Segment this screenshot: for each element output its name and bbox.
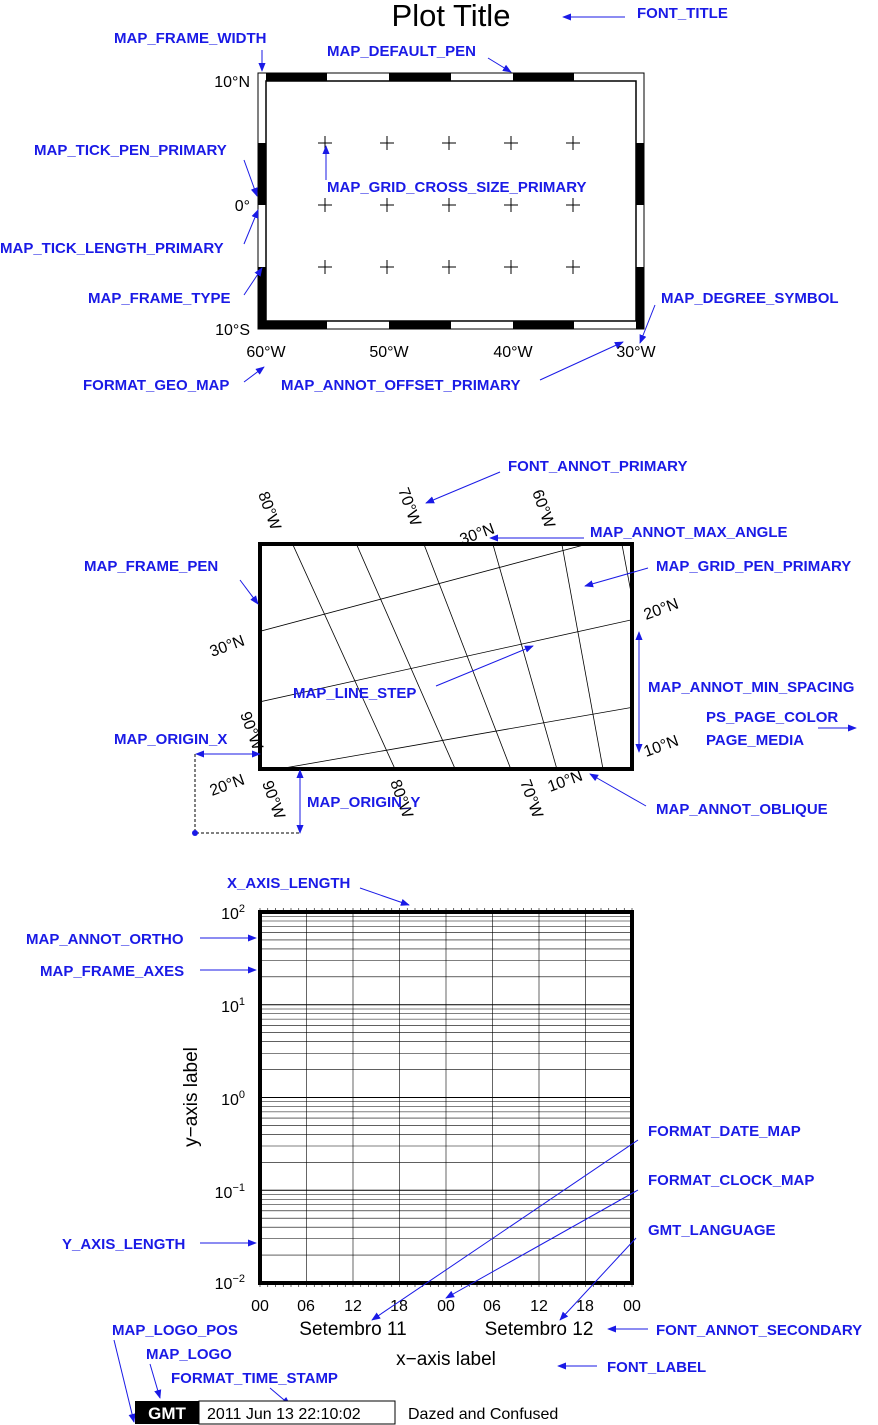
time-tick-label: 00 <box>437 1298 455 1315</box>
tick-label: 80°W <box>254 490 284 534</box>
tick-label: 50°W <box>369 344 409 361</box>
tick-label: 10°N <box>642 733 681 761</box>
label-page-media: PAGE_MEDIA <box>706 732 804 749</box>
tick-label: 10°N <box>214 74 250 91</box>
map-frame <box>258 542 634 771</box>
stamp-note: Dazed and Confused <box>408 1406 558 1423</box>
y-tick-label: 102 <box>221 903 245 923</box>
label-annot-offset: MAP_ANNOT_OFFSET_PRIMARY <box>281 377 520 394</box>
label-min-spacing: MAP_ANNOT_MIN_SPACING <box>648 679 854 696</box>
label-font-title: FONT_TITLE <box>637 5 728 22</box>
label-annot-oblique: MAP_ANNOT_OBLIQUE <box>656 801 828 818</box>
label-x-length: X_AXIS_LENGTH <box>227 875 350 892</box>
oblique-grid <box>260 544 632 769</box>
label-format-geo: FORMAT_GEO_MAP <box>83 377 229 394</box>
plot-title: Plot Title <box>392 0 511 33</box>
label-logo-pos: MAP_LOGO_POS <box>112 1322 238 1339</box>
label-frame-type: MAP_FRAME_TYPE <box>88 290 231 307</box>
y-tick-labels: 102 101 100 10−1 10−2 <box>215 903 245 1293</box>
label-frame-axes: MAP_FRAME_AXES <box>40 963 184 980</box>
label-frame-pen: MAP_FRAME_PEN <box>84 558 218 575</box>
label-grid-cross: MAP_GRID_CROSS_SIZE_PRIMARY <box>327 179 587 196</box>
tick-label: 70°W <box>516 778 546 822</box>
date-tick-label: Setembro 11 <box>299 1319 406 1340</box>
gmt-logo <box>135 1401 199 1424</box>
stamp-box <box>198 1400 396 1425</box>
label-font-label: FONT_LABEL <box>607 1359 706 1376</box>
date-tick-label: Setembro 12 <box>485 1319 594 1340</box>
label-logo: MAP_LOGO <box>146 1346 232 1363</box>
panel-log-time-axes: 102 101 100 10−1 10−2 00 06 12 18 00 06 … <box>26 875 862 1425</box>
axes-frame <box>258 910 634 1285</box>
tick-label: 90°W <box>258 779 288 823</box>
label-grid-pen: MAP_GRID_PEN_PRIMARY <box>656 558 851 575</box>
tick-label: 30°W <box>616 344 656 361</box>
tick-label: 40°W <box>493 344 533 361</box>
stamp-time: 2011 Jun 13 22:10:02 <box>207 1406 361 1423</box>
label-y-length: Y_AXIS_LENGTH <box>62 1236 185 1253</box>
time-tick-label: 18 <box>576 1298 594 1315</box>
label-frame-width: MAP_FRAME_WIDTH <box>114 30 267 47</box>
label-default-pen: MAP_DEFAULT_PEN <box>327 43 476 60</box>
y-tick-label: 101 <box>221 996 245 1016</box>
tick-label: 0° <box>235 198 250 215</box>
tick-label: 60°W <box>528 488 558 532</box>
panel-oblique-map: 80°W 70°W 60°W 30°N 30°N 20°N 10°N 20°N … <box>84 458 857 836</box>
origin-point <box>192 830 198 836</box>
svg-text:GMT: GMT <box>148 1404 186 1423</box>
label-time-stamp: FORMAT_TIME_STAMP <box>171 1370 338 1387</box>
y-axis-label: y−axis label <box>181 1047 202 1147</box>
y-tick-label: 100 <box>221 1089 245 1109</box>
label-language: GMT_LANGUAGE <box>648 1222 776 1239</box>
time-tick-label: 18 <box>390 1298 408 1315</box>
y-tick-label: 10−1 <box>215 1182 245 1202</box>
tick-label: 60°W <box>246 344 286 361</box>
tick-label: 20°N <box>208 772 247 800</box>
frame-bars <box>258 73 644 329</box>
label-annot-ortho: MAP_ANNOT_ORTHO <box>26 931 184 948</box>
tick-label: 10°S <box>215 322 250 339</box>
panel-geographic-frame: Plot Title 10°N 0° 10°S 60°W 50°W <box>0 0 839 394</box>
tick-label: 20°N <box>642 596 681 624</box>
time-stamp: GMT 2011 Jun 13 22:10:02 Dazed and Confu… <box>135 1400 558 1425</box>
label-max-angle: MAP_ANNOT_MAX_ANGLE <box>590 524 788 541</box>
log-grid <box>259 908 633 1287</box>
label-page-color: PS_PAGE_COLOR <box>706 709 838 726</box>
time-tick-label: 06 <box>483 1298 501 1315</box>
label-tick-pen: MAP_TICK_PEN_PRIMARY <box>34 142 227 159</box>
time-tick-label: 12 <box>344 1298 362 1315</box>
label-annot-secondary: FONT_ANNOT_SECONDARY <box>656 1322 862 1339</box>
tick-label: 70°W <box>394 486 424 530</box>
label-tick-length: MAP_TICK_LENGTH_PRIMARY <box>0 240 224 257</box>
label-origin-x: MAP_ORIGIN_X <box>114 731 227 748</box>
time-tick-label: 12 <box>530 1298 548 1315</box>
label-clock-map: FORMAT_CLOCK_MAP <box>648 1172 814 1189</box>
tick-label: 30°N <box>208 633 247 661</box>
time-tick-label: 00 <box>251 1298 269 1315</box>
label-origin-y: MAP_ORIGIN_Y <box>307 794 420 811</box>
label-line-step: MAP_LINE_STEP <box>293 685 416 702</box>
time-tick-label: 00 <box>623 1298 641 1315</box>
x-axis-label: x−axis label <box>396 1349 496 1370</box>
tick-label: 10°N <box>546 768 585 796</box>
grid-crosses <box>318 136 580 274</box>
time-tick-label: 06 <box>297 1298 315 1315</box>
outer-frame <box>257 72 645 330</box>
y-tick-label: 10−2 <box>215 1273 245 1293</box>
label-font-annot: FONT_ANNOT_PRIMARY <box>508 458 687 475</box>
label-degree-symbol: MAP_DEGREE_SYMBOL <box>661 290 839 307</box>
inner-frame <box>265 80 637 322</box>
x-time-ticks: 00 06 12 18 00 06 12 18 00 Setembro 11 S… <box>251 1298 641 1340</box>
label-date-map: FORMAT_DATE_MAP <box>648 1123 801 1140</box>
